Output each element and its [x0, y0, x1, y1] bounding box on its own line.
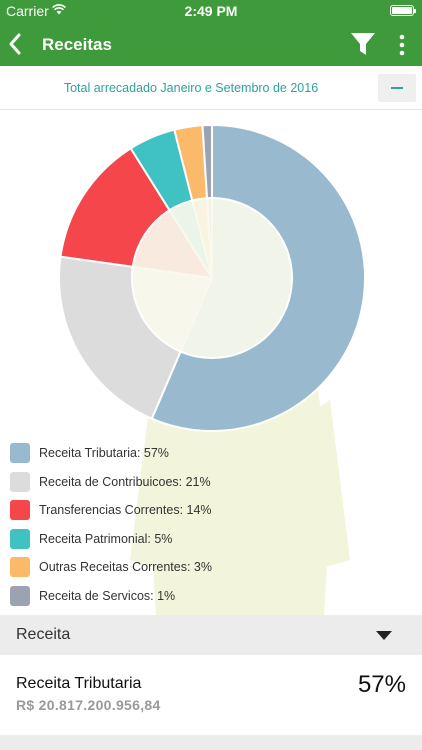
legend-swatch [10, 500, 30, 520]
section-label: Receita [16, 626, 71, 643]
legend-label: Receita Patrimonial: 5% [39, 531, 173, 546]
table-row[interactable]: Receita Tributaria R$ 20.817.200.956,84 … [0, 655, 422, 735]
donut-hole [131, 197, 293, 359]
filter-icon[interactable] [350, 32, 376, 56]
legend-swatch [10, 557, 30, 577]
legend-label: Outras Receitas Correntes: 3% [39, 560, 212, 574]
carrier-label: Carrier [6, 3, 49, 19]
legend-label: Transferencias Correntes: 14% [39, 503, 212, 517]
period-title: Total arrecadado Janeiro e Setembro de 2… [63, 81, 319, 95]
row-value: R$ 20.817.200.956,84 [16, 697, 161, 713]
row-percent: 57% [357, 671, 406, 698]
collapse-button[interactable] [378, 74, 416, 102]
legend-label: Receita de Contribuicoes: 21% [39, 474, 211, 489]
legend-swatch [10, 585, 30, 606]
section-header-receita[interactable]: Receita [0, 615, 422, 655]
chevron-left-icon[interactable] [6, 32, 26, 56]
status-bar: Carrier 2:49 PM [0, 0, 422, 22]
legend-label: Receita de Servicos: 1% [39, 588, 176, 603]
row-divider [0, 735, 422, 750]
page-title: Receitas [42, 35, 112, 54]
legend-swatch [10, 528, 30, 549]
row-name: Receita Tributaria [16, 675, 142, 692]
caret-down-icon[interactable] [376, 631, 392, 640]
period-header: Total arrecadado Janeiro e Setembro de 2… [0, 66, 422, 110]
legend-swatch [10, 443, 30, 463]
status-time: 2:49 PM [184, 3, 238, 19]
battery-icon [390, 5, 416, 16]
legend-swatch [10, 471, 30, 492]
more-vertical-icon[interactable] [396, 34, 408, 56]
legend-label: Receita Tributaria: 57% [39, 446, 169, 460]
wifi-icon [52, 4, 66, 15]
revenue-donut-chart [58, 123, 366, 432]
nav-bar: Receitas [0, 22, 422, 66]
